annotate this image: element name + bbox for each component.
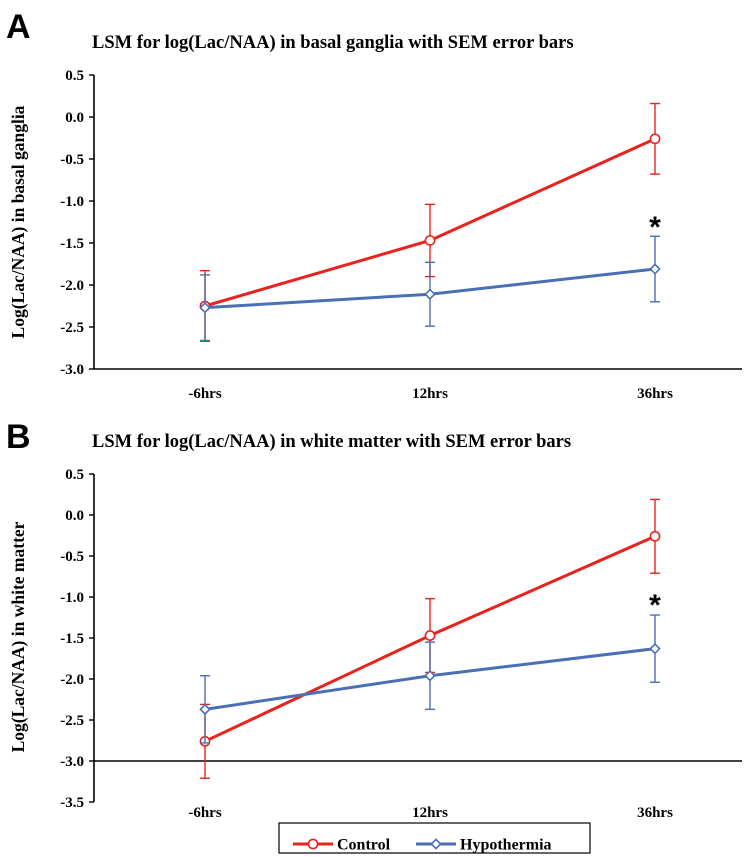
plot-area-b: 0.5 0.0 -0.5 -1.0 -1.5 -2.0 -2.5 -3.0 -3.5 -6hrs 1… bbox=[60, 467, 742, 821]
y-tick-label-b: -1.5 bbox=[60, 631, 84, 647]
data-point-b-hypothermia bbox=[199, 703, 211, 716]
data-point-a-control bbox=[424, 235, 436, 246]
significance-asterisk-a: * bbox=[649, 211, 661, 244]
y-tick-label-b: 0.0 bbox=[65, 508, 84, 524]
y-tick-label-a: -1.0 bbox=[60, 194, 84, 210]
y-tick-label-a: -3.0 bbox=[60, 362, 84, 378]
y-tick-label-a: -0.5 bbox=[60, 152, 84, 168]
y-axis-label-a: Log(Lac/NAA) in basal ganglia bbox=[8, 105, 28, 338]
legend-label-hypothermia: Hypothermia bbox=[460, 837, 552, 854]
y-tick-label-b: 0.5 bbox=[65, 467, 84, 483]
significance-asterisk-b: * bbox=[649, 589, 661, 622]
y-tick-label-b: -0.5 bbox=[60, 549, 84, 565]
y-tick-label-a: -1.5 bbox=[60, 236, 84, 252]
plot-area-a: 0.5 0.0 -0.5 -1.0 -1.5 -2.0 -2.5 -3.0 -6hrs 12hrs… bbox=[60, 68, 742, 402]
data-point-a-hypothermia bbox=[199, 301, 211, 314]
data-point-a-control bbox=[649, 133, 661, 145]
y-tick-label-b: -2.5 bbox=[60, 713, 84, 729]
chart-title-a: LSM for log(Lac/NAA) in basal ganglia wi… bbox=[92, 33, 574, 53]
data-point-b-hypothermia bbox=[424, 669, 436, 682]
y-tick-label-b: -3.0 bbox=[60, 754, 84, 770]
y-tick-label-b: -3.5 bbox=[60, 795, 84, 811]
x-tick-label-b-6hrs: -6hrs bbox=[188, 805, 221, 821]
y-tick-label-a: 0.0 bbox=[65, 110, 84, 126]
legend-marker-control bbox=[307, 838, 319, 850]
legend-label-control: Control bbox=[337, 837, 391, 854]
data-point-a-hypothermia bbox=[424, 288, 436, 300]
y-tick-label-a: -2.5 bbox=[60, 320, 84, 336]
x-tick-label-a-36hrs: 36hrs bbox=[637, 386, 673, 402]
chart-title-b: LSM for log(Lac/NAA) in white matter wit… bbox=[92, 432, 571, 452]
y-axis-label-b: Log(Lac/NAA) in white matter bbox=[8, 521, 28, 752]
data-point-b-hypothermia bbox=[649, 642, 661, 655]
x-tick-label-b-12hrs: 12hrs bbox=[412, 805, 448, 821]
data-point-a-hypothermia bbox=[649, 263, 661, 275]
y-tick-label-a: 0.5 bbox=[65, 68, 84, 84]
panel-letter-b: B bbox=[6, 418, 31, 456]
data-point-b-control bbox=[424, 630, 436, 641]
y-tick-label-a: -2.0 bbox=[60, 278, 84, 294]
x-tick-label-a-6hrs: -6hrs bbox=[188, 386, 221, 402]
legend-marker-hypothermia bbox=[430, 838, 442, 850]
y-tick-label-b: -1.0 bbox=[60, 590, 84, 606]
y-tick-label-b: -2.0 bbox=[60, 672, 84, 688]
panel-letter-a: A bbox=[6, 8, 31, 46]
x-tick-label-b-36hrs: 36hrs bbox=[637, 805, 673, 821]
x-tick-label-a-12hrs: 12hrs bbox=[412, 386, 448, 402]
legend: Control Hypothermia bbox=[278, 822, 591, 854]
data-point-b-control bbox=[649, 530, 661, 542]
